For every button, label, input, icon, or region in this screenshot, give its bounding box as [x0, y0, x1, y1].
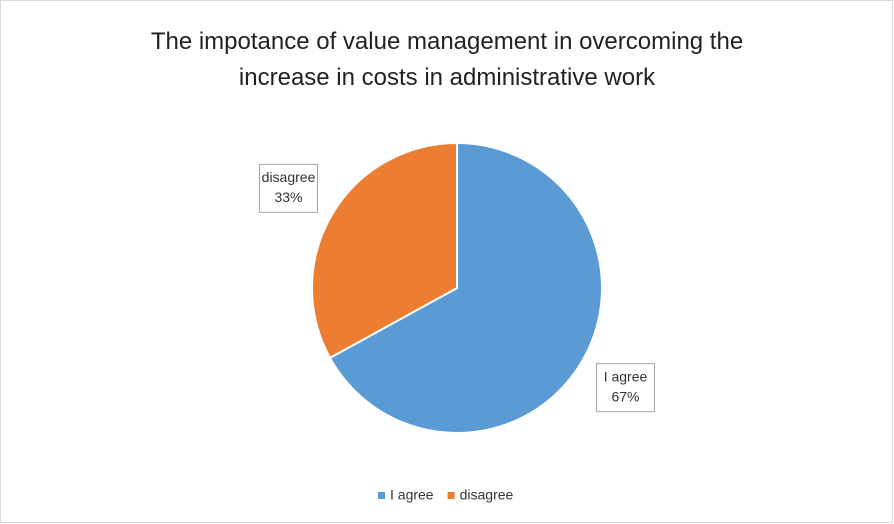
legend-label: I agree	[390, 487, 434, 503]
chart-title: The impotance of value management in ove…	[150, 28, 744, 91]
legend-marker	[447, 492, 455, 499]
data-label-box	[259, 163, 319, 213]
legend-marker	[378, 492, 385, 499]
data-label-value: 33%	[274, 189, 302, 205]
legend-label: disagree	[460, 487, 514, 503]
pie-slice	[311, 141, 458, 360]
data-label-value: 67%	[611, 388, 639, 404]
pie-slice	[328, 141, 603, 434]
data-label-box	[595, 363, 655, 413]
data-label-name: disagree	[262, 169, 316, 185]
data-label-name: I agree	[604, 368, 648, 384]
